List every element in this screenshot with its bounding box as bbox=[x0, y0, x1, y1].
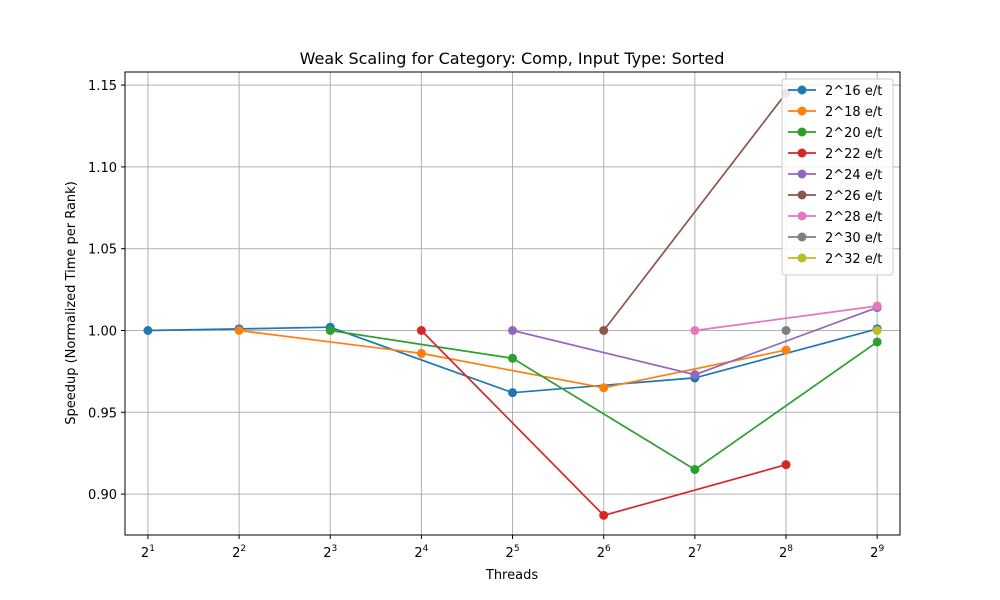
legend-item: 2^32 e/t bbox=[788, 252, 882, 267]
legend-label: 2^18 e/t bbox=[825, 105, 882, 120]
data-point bbox=[872, 337, 882, 347]
series-layer bbox=[143, 88, 882, 520]
legend-marker bbox=[797, 211, 807, 221]
series-line bbox=[330, 329, 878, 471]
data-point bbox=[781, 345, 791, 355]
legend-label: 2^22 e/t bbox=[825, 147, 882, 162]
x-tick-label: 22 bbox=[232, 544, 246, 561]
data-point bbox=[234, 325, 244, 335]
x-axis-label: Threads bbox=[485, 568, 538, 583]
legend-item: 2^18 e/t bbox=[788, 105, 882, 120]
y-tick-label: 0.95 bbox=[88, 406, 117, 421]
data-point bbox=[872, 301, 882, 311]
y-tick-label: 1.05 bbox=[88, 243, 117, 258]
data-point bbox=[508, 353, 518, 363]
series-line bbox=[694, 305, 878, 332]
legend-label: 2^32 e/t bbox=[825, 252, 882, 267]
legend-label: 2^16 e/t bbox=[825, 84, 882, 99]
legend-item: 2^24 e/t bbox=[788, 168, 882, 183]
series-8 bbox=[872, 325, 882, 335]
x-tick-label: 21 bbox=[141, 544, 155, 561]
legend-item: 2^30 e/t bbox=[788, 231, 882, 246]
x-tick-label: 28 bbox=[779, 544, 793, 561]
y-tick-label: 0.90 bbox=[88, 488, 117, 503]
x-tick-label: 29 bbox=[870, 544, 884, 561]
data-point bbox=[508, 388, 518, 398]
series-2 bbox=[325, 325, 882, 475]
y-axis: 0.90 0.95 1.00 1.05 1.10 1.15 bbox=[88, 79, 125, 503]
legend-label: 2^30 e/t bbox=[825, 231, 882, 246]
y-tick-label: 1.10 bbox=[88, 161, 117, 176]
legend-marker bbox=[797, 148, 807, 158]
data-point bbox=[508, 325, 518, 335]
data-point bbox=[599, 510, 609, 520]
legend: 2^16 e/t 2^18 e/t 2^20 e/t 2^22 e/t 2^24 e/t… bbox=[781, 78, 894, 276]
legend-marker bbox=[797, 232, 807, 242]
legend-item: 2^28 e/t bbox=[788, 210, 882, 225]
x-axis: 21 22 23 24 25 26 27 28 29 bbox=[141, 535, 884, 561]
data-point bbox=[690, 465, 700, 475]
legend-item: 2^26 e/t bbox=[788, 189, 882, 204]
legend-item: 2^20 e/t bbox=[788, 126, 882, 141]
data-point bbox=[599, 325, 609, 335]
series-line bbox=[147, 326, 878, 394]
legend-marker bbox=[797, 106, 807, 116]
legend-item: 2^16 e/t bbox=[788, 84, 882, 99]
legend-label: 2^24 e/t bbox=[825, 168, 882, 183]
legend-item: 2^22 e/t bbox=[788, 147, 882, 162]
data-point bbox=[416, 325, 426, 335]
y-tick-label: 1.00 bbox=[88, 324, 117, 339]
y-tick-label: 1.15 bbox=[88, 79, 117, 94]
grid bbox=[125, 72, 900, 535]
data-point bbox=[416, 348, 426, 358]
legend-marker bbox=[797, 190, 807, 200]
series-line bbox=[603, 92, 787, 332]
x-tick-label: 27 bbox=[688, 544, 702, 561]
legend-label: 2^28 e/t bbox=[825, 210, 882, 225]
data-point bbox=[325, 325, 335, 335]
legend-marker bbox=[797, 169, 807, 179]
legend-label: 2^20 e/t bbox=[825, 126, 882, 141]
y-axis-label: Speedup (Normalized Time per Rank) bbox=[64, 181, 79, 425]
data-point bbox=[599, 383, 609, 393]
legend-marker bbox=[797, 127, 807, 137]
legend-box bbox=[781, 78, 894, 276]
legend-marker bbox=[797, 253, 807, 263]
data-point bbox=[781, 460, 791, 470]
series-3 bbox=[416, 325, 791, 520]
data-point bbox=[690, 370, 700, 380]
x-tick-label: 25 bbox=[506, 544, 520, 561]
x-tick-label: 23 bbox=[323, 544, 337, 561]
series-1 bbox=[234, 325, 791, 393]
x-tick-label: 26 bbox=[597, 544, 611, 561]
chart-title: Weak Scaling for Category: Comp, Input T… bbox=[300, 49, 725, 68]
legend-marker bbox=[797, 85, 807, 95]
series-6 bbox=[690, 301, 882, 335]
data-point bbox=[781, 325, 791, 335]
data-point bbox=[872, 325, 882, 335]
data-point bbox=[690, 325, 700, 335]
series-line bbox=[238, 329, 787, 389]
legend-label: 2^26 e/t bbox=[825, 189, 882, 204]
data-point bbox=[143, 325, 153, 335]
series-7 bbox=[781, 325, 791, 335]
x-tick-label: 24 bbox=[414, 544, 428, 561]
